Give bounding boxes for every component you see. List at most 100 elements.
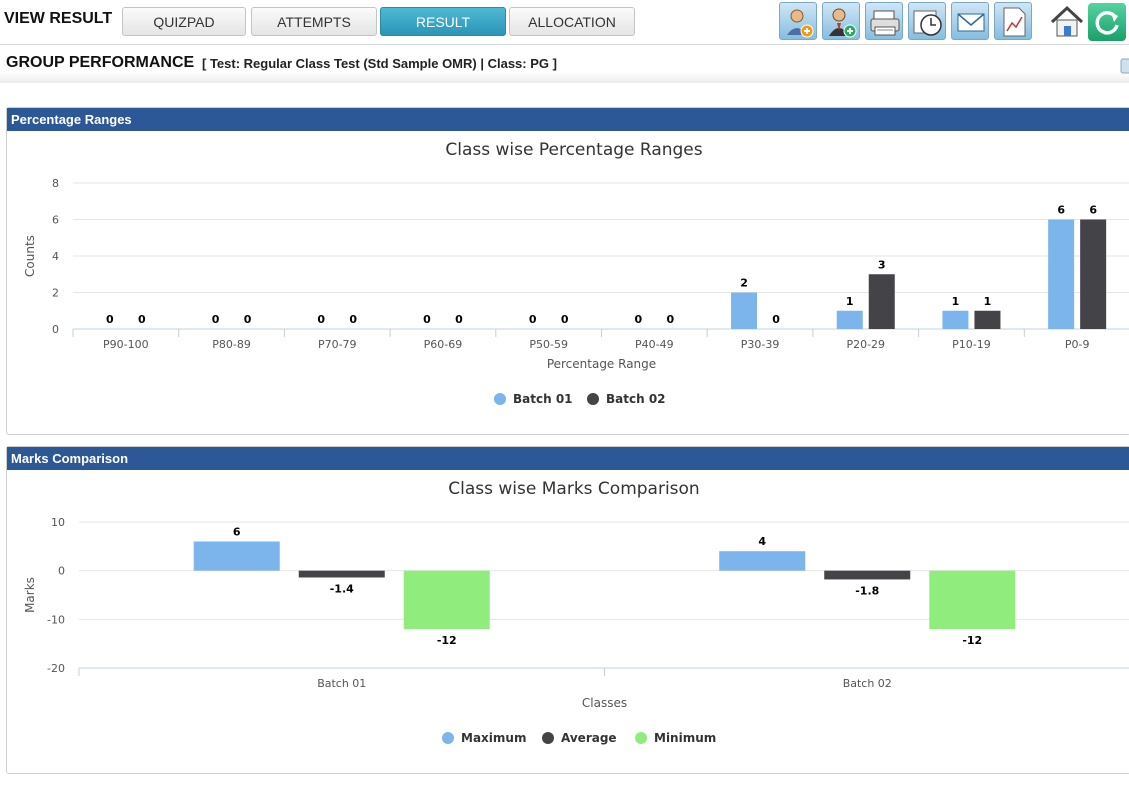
data-label: 0: [667, 313, 675, 326]
data-label: 0: [772, 313, 780, 326]
printer-icon[interactable]: [865, 2, 903, 40]
legend-marker: [442, 732, 454, 744]
data-label: 1: [846, 295, 854, 308]
bar: [942, 310, 969, 329]
chart-title: Class wise Percentage Ranges: [445, 140, 702, 160]
tab-result[interactable]: RESULT: [380, 7, 506, 36]
data-label: 0: [455, 313, 463, 326]
bar: [824, 570, 911, 580]
x-tick-label: P60-69: [424, 338, 463, 351]
data-label: 0: [138, 313, 146, 326]
tab-attempts[interactable]: ATTEMPTS: [251, 7, 377, 36]
add-teacher-icon[interactable]: [822, 2, 860, 40]
legend-marker: [587, 393, 599, 405]
x-tick-label: P0-9: [1065, 338, 1090, 351]
percentage-ranges-panel: Percentage Ranges Class wise Percentage …: [6, 107, 1129, 435]
legend-item: Batch 01: [513, 392, 573, 406]
x-tick-label: P90-100: [103, 338, 149, 351]
data-label: 0: [212, 313, 220, 326]
mail-icon[interactable]: [951, 2, 989, 40]
x-axis-title: Percentage Range: [547, 357, 656, 371]
bar: [193, 541, 280, 571]
y-tick-label: 4: [52, 250, 59, 263]
data-label: -1.4: [330, 582, 354, 595]
bar: [719, 551, 806, 571]
clock-icon[interactable]: [908, 2, 946, 40]
x-tick-label: P50-59: [529, 338, 568, 351]
data-label: 0: [561, 313, 569, 326]
data-label: 1: [984, 295, 992, 308]
percentage-ranges-chart: Class wise Percentage Ranges 0 2 4 6 8 P90-100…: [23, 140, 1129, 406]
bar: [403, 570, 490, 630]
data-label: 0: [349, 313, 357, 326]
data-label: 3: [878, 258, 886, 271]
data-label: 0: [244, 313, 252, 326]
marks-comparison-panel: Marks Comparison Class wise Marks Compar…: [6, 446, 1129, 774]
legend-item: Minimum: [654, 731, 716, 745]
page-title: GROUP PERFORMANCE: [6, 54, 195, 71]
data-label: 1: [952, 295, 960, 308]
x-tick-label: P30-39: [741, 338, 780, 351]
bar: [836, 310, 863, 329]
bar: [731, 292, 758, 329]
data-label: 6: [1057, 204, 1065, 217]
report-icon[interactable]: [994, 2, 1032, 40]
y-tick-label: -10: [47, 613, 65, 626]
legend-item: Average: [561, 731, 617, 745]
x-axis-title: Classes: [582, 696, 627, 710]
bar: [929, 570, 1016, 630]
data-label: 0: [529, 313, 537, 326]
tab-quizpad[interactable]: QUIZPAD: [122, 7, 246, 36]
y-tick-label: 6: [52, 214, 59, 227]
data-label: 0: [635, 313, 643, 326]
tab-allocation[interactable]: ALLOCATION: [509, 7, 635, 36]
marks-comparison-chart: Class wise Marks Comparison -20 -10 0 10 Batc…: [23, 479, 1129, 745]
panel-header: Percentage Ranges: [7, 108, 1129, 131]
add-user-icon[interactable]: [779, 2, 817, 40]
bar: [974, 310, 1001, 329]
data-label: 4: [758, 535, 766, 548]
data-label: -12: [962, 634, 982, 647]
export-icon[interactable]: [1118, 57, 1129, 75]
legend-marker: [542, 732, 554, 744]
legend-item: Batch 02: [606, 392, 666, 406]
top-bar: VIEW RESULT QUIZPAD ATTEMPTS RESULT ALLO…: [0, 0, 1129, 45]
bar: [1080, 219, 1107, 329]
legend-item: Maximum: [461, 731, 526, 745]
chart-title: Class wise Marks Comparison: [448, 479, 699, 499]
group-performance-header: GROUP PERFORMANCE [ Test: Regular Class …: [0, 45, 1129, 83]
y-tick-label: 0: [52, 323, 59, 336]
y-tick-label: 10: [51, 516, 65, 529]
y-axis-title: Marks: [23, 577, 37, 613]
data-label: 2: [740, 277, 748, 290]
bar: [298, 570, 385, 578]
x-tick-label: P70-79: [318, 338, 357, 351]
y-axis-title: Counts: [23, 235, 37, 277]
data-label: 6: [233, 525, 241, 538]
y-tick-label: 2: [52, 287, 59, 300]
x-tick-label: P20-29: [846, 338, 885, 351]
legend-marker: [494, 393, 506, 405]
app-title: VIEW RESULT: [4, 10, 113, 27]
data-label: 0: [423, 313, 431, 326]
x-tick-label: P10-19: [952, 338, 991, 351]
y-tick-label: 8: [52, 177, 59, 190]
x-tick-label: Batch 02: [843, 677, 892, 690]
y-tick-label: 0: [58, 565, 65, 578]
x-tick-label: P80-89: [212, 338, 251, 351]
x-tick-label: P40-49: [635, 338, 674, 351]
data-label: -1.8: [855, 584, 879, 597]
panel-header: Marks Comparison: [7, 447, 1129, 470]
x-tick-label: Batch 01: [317, 677, 366, 690]
legend-marker: [635, 732, 647, 744]
bar: [1048, 219, 1075, 329]
refresh-icon[interactable]: [1088, 3, 1126, 41]
data-label: 6: [1089, 204, 1097, 217]
y-tick-label: -20: [47, 662, 65, 675]
test-info: [ Test: Regular Class Test (Std Sample O…: [202, 56, 557, 71]
data-label: -12: [437, 634, 457, 647]
data-label: 0: [106, 313, 114, 326]
bar: [868, 274, 895, 329]
home-icon[interactable]: [1048, 3, 1086, 41]
data-label: 0: [317, 313, 325, 326]
